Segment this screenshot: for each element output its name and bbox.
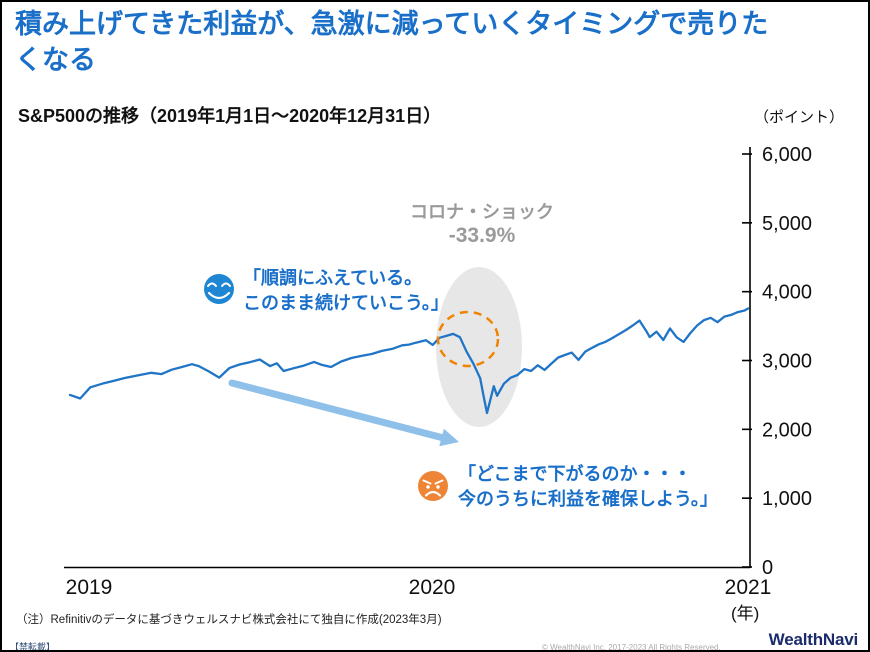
y-axis-unit-label: （ポイント） <box>754 109 845 126</box>
y-tick-label: 3,000 <box>762 351 812 373</box>
y-tick-label: 2,000 <box>762 419 812 441</box>
y-tick-label: 5,000 <box>762 213 812 235</box>
page-title: 積み上げてきた利益が、急激に減っていくタイミングで売りた くなる <box>15 7 863 78</box>
worried-quote: 「どこまで下がるのか・・・ 今のうちに利益を確保しよう。」 <box>458 462 718 512</box>
source-footnote: （注）Refinitivのデータに基づきウェルスナビ株式会社にて独自に作成(20… <box>16 614 442 626</box>
y-tick-label: 1,000 <box>762 488 812 510</box>
x-tick-label: 2019 <box>66 576 113 599</box>
y-tick-label: 0 <box>762 557 773 579</box>
decline-arrow-head <box>439 428 459 447</box>
y-tick-label: 6,000 <box>762 144 812 166</box>
worried-face-icon <box>418 471 448 501</box>
copyright-text: © WealthNavi Inc. 2017-2023 All Rights R… <box>542 643 721 652</box>
sp500-polyline <box>68 307 750 415</box>
corona-shock-annotation: コロナ・ショック -33.9% <box>390 198 574 248</box>
happy-quote: 「順調にふえている。 このまま続けていこう。」 <box>243 266 449 316</box>
wealthnavi-logo: WealthNavi <box>768 630 859 649</box>
x-tick-label: 2020 <box>409 576 456 599</box>
happy-quote-line2: このまま続けていこう。」 <box>243 293 449 314</box>
x-axis-unit-label: (年) <box>731 604 760 623</box>
corona-shock-label: コロナ・ショック <box>410 202 554 222</box>
no-reproduction-label: 【禁転載】 <box>10 642 56 652</box>
worried-quote-line1: 「どこまで下がるのか・・・ <box>458 464 692 484</box>
crash-highlight-ellipse <box>436 267 522 427</box>
happy-face-icon <box>204 274 234 304</box>
decline-arrow <box>228 379 446 442</box>
sp500-line-series <box>68 307 750 415</box>
chart-axes: 0 1,000 2,000 3,000 4,000 5,000 6,000 2019 2020 2… <box>64 144 812 599</box>
corona-shock-value: -33.9% <box>448 224 516 247</box>
y-tick-label: 4,000 <box>762 282 812 304</box>
page-title-line2: くなる <box>15 44 96 75</box>
worried-quote-line2: 今のうちに利益を確保しよう。」 <box>458 489 718 510</box>
chart-title: S&P500の推移（2019年1月1日～2020年12月31日） <box>18 106 442 126</box>
happy-quote-line1: 「順調にふえている。 <box>243 268 423 288</box>
page-title-line1: 積み上げてきた利益が、急激に減っていくタイミングで売りた <box>15 9 769 39</box>
peak-dashed-circle <box>436 310 500 368</box>
x-tick-label: 2021 <box>725 576 772 599</box>
